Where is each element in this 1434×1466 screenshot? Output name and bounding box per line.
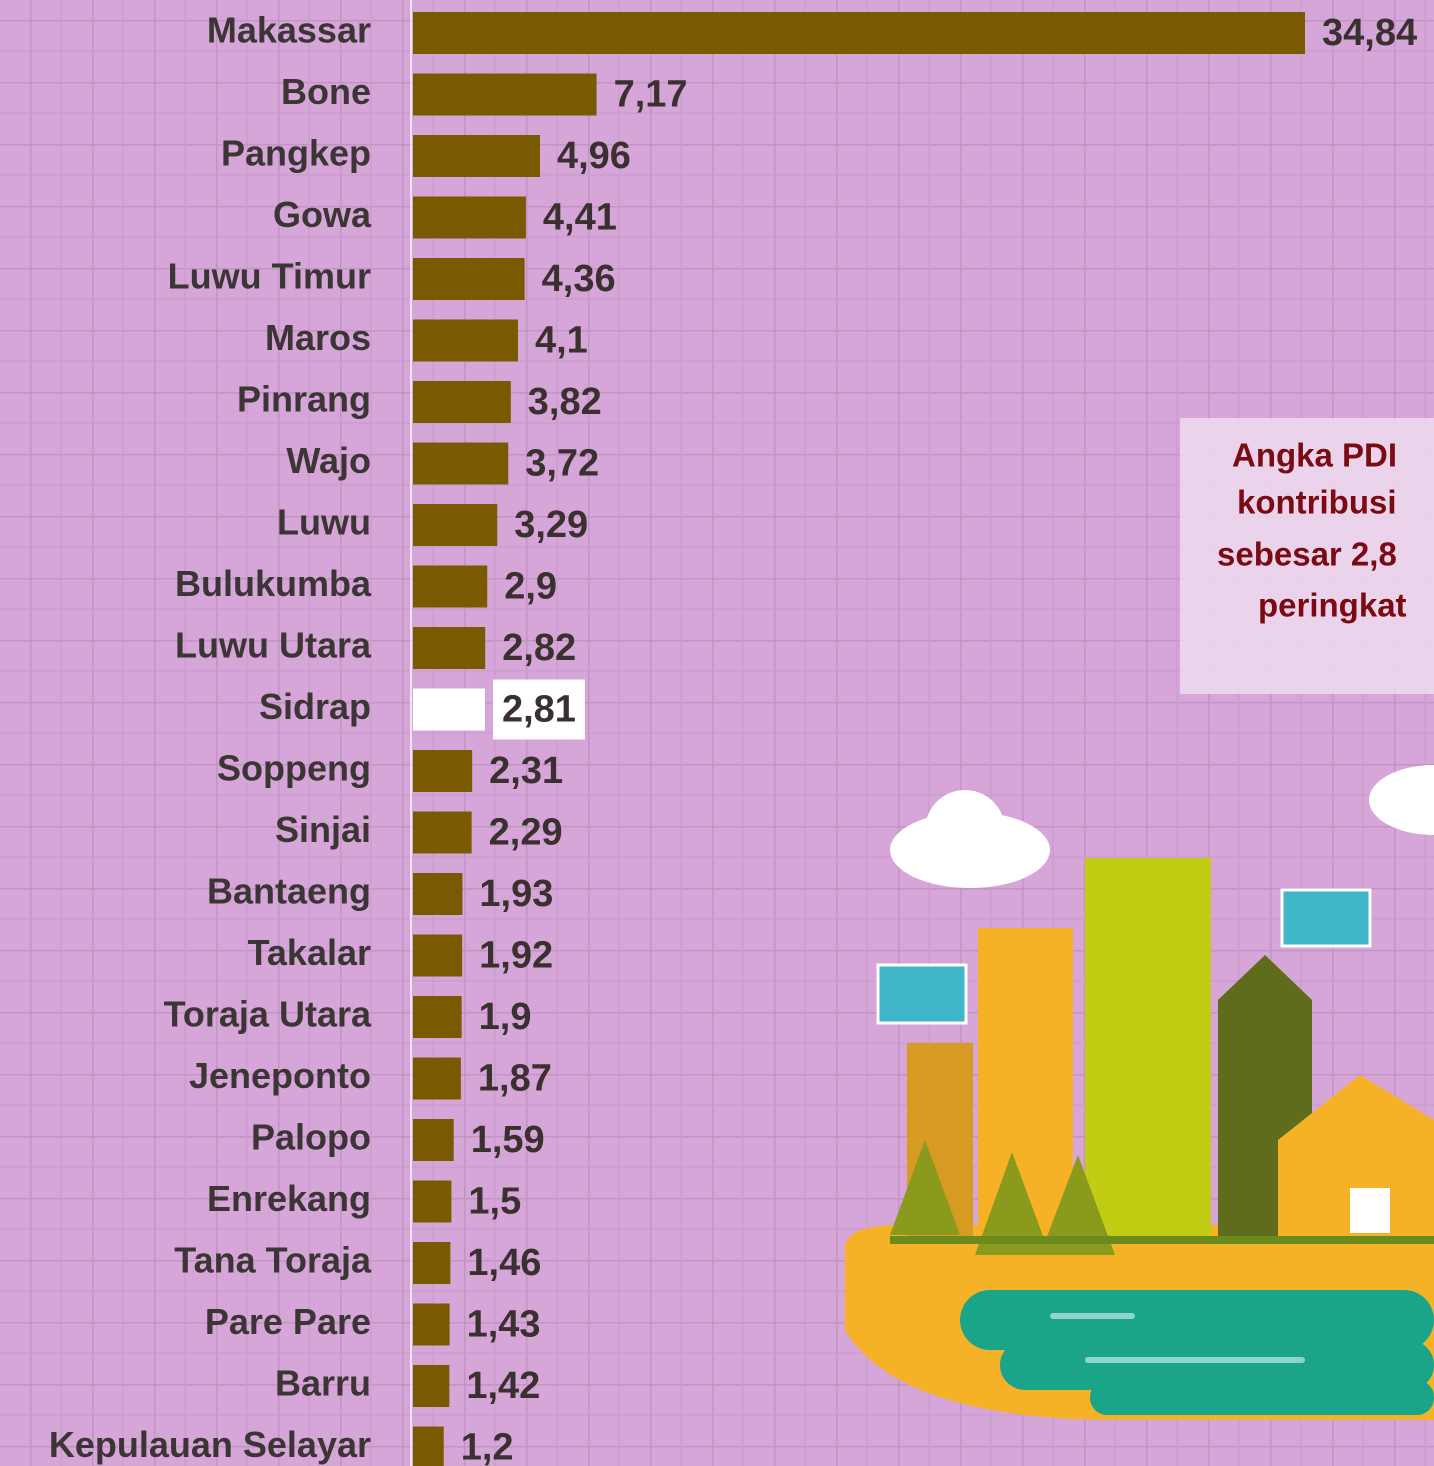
value-label: 2,31: [489, 750, 563, 792]
value-label: 1,92: [479, 935, 553, 977]
category-label: Sidrap: [259, 686, 371, 727]
category-label: Enrekang: [207, 1178, 371, 1219]
bar: [413, 750, 472, 792]
bar: [413, 12, 1305, 54]
bar: [413, 873, 462, 915]
category-label: Pinrang: [237, 379, 371, 420]
category-label: Maros: [265, 317, 371, 358]
bar: [413, 74, 597, 116]
value-label: 2,81: [502, 689, 576, 731]
bar: [413, 1365, 449, 1407]
category-label: Pangkep: [221, 133, 371, 174]
category-label: Toraja Utara: [164, 994, 372, 1035]
bar: [413, 1304, 450, 1346]
annotation-line: kontribusi: [1237, 484, 1397, 521]
value-label: 1,59: [471, 1119, 545, 1161]
bar: [413, 135, 540, 177]
category-label: Luwu Utara: [175, 625, 372, 666]
bar: [413, 504, 497, 546]
bar: [413, 996, 462, 1038]
bar: [413, 627, 485, 669]
value-label: 2,29: [489, 812, 563, 854]
category-label: Kepulauan Selayar: [49, 1424, 371, 1465]
bar: [413, 1242, 450, 1284]
category-label: Wajo: [286, 440, 371, 481]
bar: [413, 689, 485, 731]
bar: [413, 935, 462, 977]
value-label: 1,93: [479, 873, 553, 915]
bar: [413, 258, 525, 300]
value-label: 1,2: [461, 1427, 514, 1466]
value-label: 1,5: [468, 1181, 521, 1223]
category-label: Takalar: [248, 932, 371, 973]
category-label: Barru: [275, 1363, 371, 1404]
value-label: 3,82: [528, 381, 602, 423]
category-label: Palopo: [251, 1117, 371, 1158]
value-label: 7,17: [614, 74, 688, 116]
value-label: 34,84: [1322, 12, 1417, 54]
value-label: 3,72: [525, 443, 599, 485]
category-label: Gowa: [273, 194, 372, 235]
annotation-line: sebesar 2,8: [1217, 536, 1397, 573]
bar: [413, 320, 518, 362]
value-label: 1,9: [479, 996, 532, 1038]
category-label: Luwu: [277, 502, 371, 543]
value-label: 2,82: [502, 627, 576, 669]
bar: [413, 381, 511, 423]
category-label: Makassar: [207, 10, 371, 51]
value-label: 4,96: [557, 135, 631, 177]
annotation-line: peringkat: [1258, 587, 1407, 624]
category-label: Jeneponto: [189, 1055, 371, 1096]
bar: [413, 1427, 444, 1466]
page: {"chart_data": {"type": "bar", "orientat…: [0, 0, 1434, 1466]
bar: [413, 1058, 461, 1100]
value-label: 4,36: [542, 258, 616, 300]
value-label: 3,29: [514, 504, 588, 546]
value-label: 1,87: [478, 1058, 552, 1100]
category-label: Pare Pare: [205, 1301, 371, 1342]
category-label: Bantaeng: [207, 871, 371, 912]
bar: [413, 566, 487, 608]
bar: [413, 812, 472, 854]
value-label: 1,46: [467, 1242, 541, 1284]
category-label: Luwu Timur: [168, 256, 371, 297]
value-label: 2,9: [504, 566, 557, 608]
value-label: 1,43: [467, 1304, 541, 1346]
annotation-line: Angka PDI: [1232, 437, 1397, 474]
chart: Makassar 34,84 Bone 7,17 Pangkep 4,96 Gowa 4,41…: [0, 0, 1434, 1466]
value-label: 4,41: [543, 197, 617, 239]
value-label: 4,1: [535, 320, 588, 362]
bar: [413, 1119, 454, 1161]
value-label: 1,42: [466, 1365, 540, 1407]
category-label: Soppeng: [217, 748, 371, 789]
category-label: Bulukumba: [175, 563, 372, 604]
category-label: Tana Toraja: [174, 1240, 372, 1281]
bar: [413, 443, 508, 485]
bar: [413, 197, 526, 239]
bar: [413, 1181, 451, 1223]
category-label: Bone: [281, 71, 371, 112]
category-label: Sinjai: [275, 809, 371, 850]
